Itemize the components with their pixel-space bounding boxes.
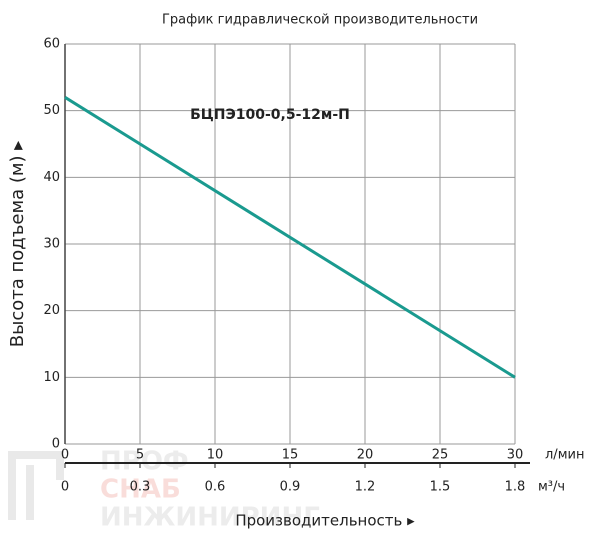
y-tick-label: 20 [43, 303, 60, 318]
y-tick-label: 60 [43, 37, 60, 52]
x2-tick-label: 0.3 [130, 480, 151, 495]
chart-title: График гидравлической производительности [162, 13, 478, 28]
x2-tick-label: 1.5 [430, 480, 451, 495]
y-tick-label: 50 [43, 103, 60, 118]
watermark-logo [8, 451, 64, 520]
series-line [64, 96, 516, 379]
watermark-text: ИНЖИНИРИНГ [100, 503, 320, 533]
y-tick-label: 30 [43, 237, 60, 252]
x2-tick-label: 1.8 [505, 480, 526, 495]
x-tick-label: 5 [136, 448, 144, 463]
x-tick-label: 0 [61, 448, 69, 463]
x2-unit: м³/ч [538, 480, 565, 495]
x-tick-label: 15 [282, 448, 299, 463]
y-tick-label: 0 [52, 437, 60, 452]
x-tick-label: 30 [507, 448, 524, 463]
y-tick-label: 40 [43, 170, 60, 185]
watermark: ПРОФ СНАБ ИНЖИНИРИНГ [8, 447, 320, 533]
series-label: БЦПЭ100-0,5-12м-П [190, 107, 350, 123]
x2-tick-label: 0 [61, 480, 69, 495]
x-tick-label: 10 [207, 448, 224, 463]
x2-tick-label: 1.2 [355, 480, 376, 495]
x2-tick-label: 0.6 [205, 480, 226, 495]
y-tick-label: 10 [43, 370, 60, 385]
watermark-text: ПРОФ [100, 447, 189, 477]
x2-tick-label: 0.9 [280, 480, 301, 495]
x-tick-label: 25 [432, 448, 449, 463]
y-axis-label: Высота подъема (м) ▸ [7, 141, 28, 347]
x-tick-label: 20 [357, 448, 374, 463]
watermark-text: СНАБ [100, 475, 181, 505]
x-unit: л/мин [545, 448, 584, 463]
x-axis-label: Производительность ▸ [235, 512, 415, 530]
